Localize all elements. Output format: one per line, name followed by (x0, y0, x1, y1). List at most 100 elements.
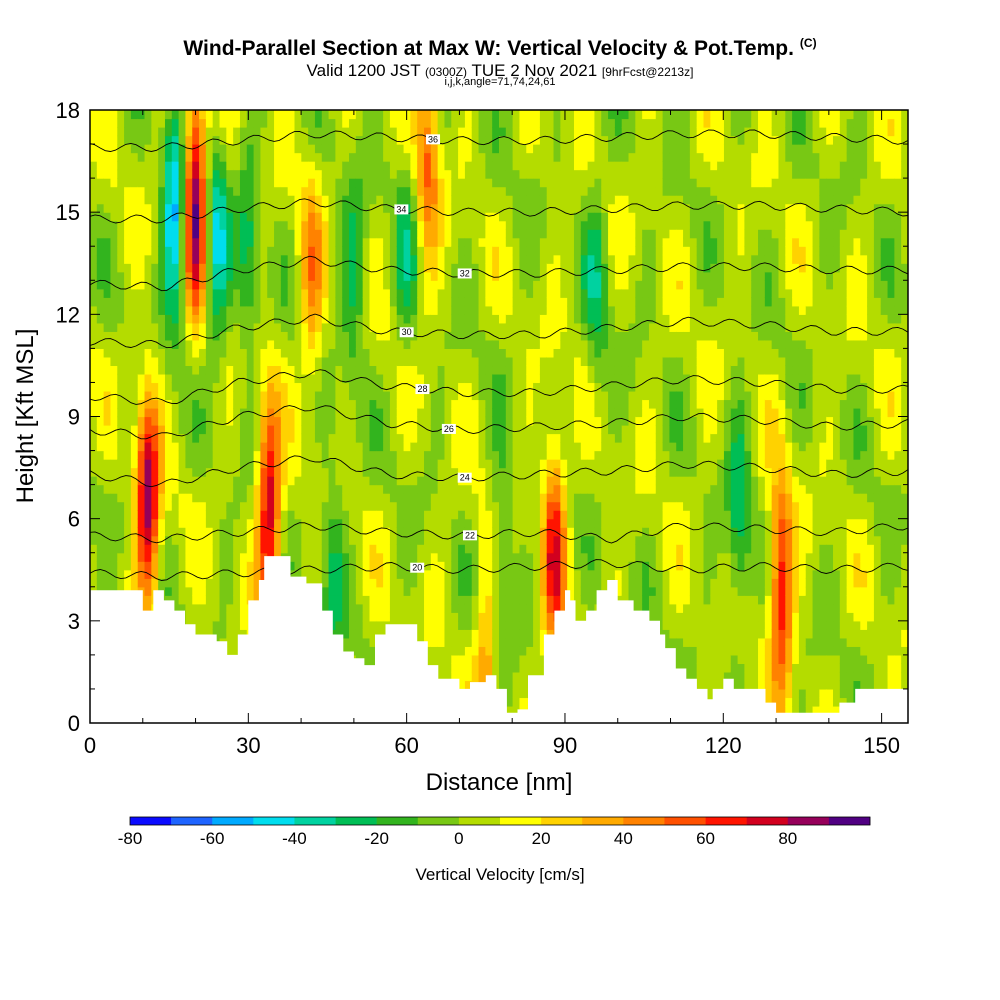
velocity-cell (458, 501, 466, 511)
velocity-cell (130, 220, 139, 230)
velocity-cell (103, 280, 112, 290)
velocity-cell (164, 390, 173, 401)
velocity-cell (335, 297, 343, 307)
velocity-cell (110, 169, 118, 179)
velocity-cell (458, 416, 466, 426)
velocity-cell (539, 390, 548, 401)
velocity-cell (110, 493, 118, 503)
velocity-cell (505, 527, 514, 537)
velocity-cell (342, 493, 350, 503)
velocity-cell (349, 510, 357, 520)
velocity-cell (505, 280, 514, 290)
velocity-cell (233, 229, 241, 239)
velocity-cell (144, 348, 152, 358)
velocity-cell (103, 339, 112, 349)
velocity-cell (103, 246, 112, 256)
velocity-cell (519, 254, 527, 264)
velocity-cell (280, 501, 289, 511)
velocity-cell (239, 578, 248, 588)
velocity-cell (199, 127, 207, 137)
velocity-cell (246, 501, 255, 511)
velocity-cell (96, 552, 105, 562)
velocity-cell (205, 433, 214, 443)
velocity-cell (335, 390, 343, 401)
velocity-cell (369, 467, 377, 477)
velocity-cell (328, 305, 336, 315)
velocity-cell (424, 271, 432, 281)
velocity-cell (362, 467, 371, 477)
velocity-cell (492, 365, 500, 375)
velocity-cell (355, 535, 364, 545)
velocity-cell (233, 348, 241, 358)
velocity-cell (430, 595, 439, 605)
velocity-cell (444, 390, 452, 401)
velocity-cell (260, 195, 268, 205)
velocity-cell (124, 578, 132, 588)
velocity-cell (478, 569, 486, 579)
velocity-cell (485, 186, 493, 196)
velocity-cell (219, 416, 227, 426)
velocity-cell (546, 263, 555, 273)
velocity-cell (205, 254, 214, 264)
velocity-cell (451, 237, 459, 247)
velocity-cell (396, 484, 405, 494)
velocity-cell (151, 425, 159, 435)
velocity-cell (389, 322, 398, 332)
velocity-cell (287, 552, 296, 562)
velocity-cell (110, 297, 118, 307)
velocity-cell (417, 595, 425, 605)
velocity-cell (124, 348, 132, 358)
velocity-cell (396, 237, 405, 247)
velocity-cell (437, 390, 446, 401)
velocity-cell (403, 561, 411, 571)
velocity-cell (464, 314, 473, 324)
velocity-cell (342, 178, 350, 188)
velocity-cell (369, 263, 377, 273)
velocity-cell (437, 348, 446, 358)
velocity-cell (389, 348, 398, 358)
velocity-cell (335, 399, 343, 409)
velocity-cell (342, 399, 350, 409)
velocity-cell (253, 288, 262, 298)
velocity-cell (424, 110, 432, 120)
velocity-cell (451, 288, 459, 298)
velocity-cell (485, 195, 493, 205)
velocity-cell (137, 212, 146, 222)
velocity-cell (205, 399, 214, 409)
velocity-cell (553, 501, 561, 511)
velocity-cell (199, 246, 207, 256)
velocity-cell (151, 246, 159, 256)
velocity-cell (192, 161, 200, 171)
velocity-cell (96, 263, 105, 273)
velocity-cell (471, 271, 480, 281)
velocity-cell (437, 246, 446, 256)
velocity-cell (396, 603, 405, 613)
velocity-cell (471, 416, 480, 426)
velocity-cell (519, 263, 527, 273)
velocity-cell (294, 203, 302, 213)
velocity-cell (103, 578, 112, 588)
velocity-cell (499, 544, 507, 554)
velocity-cell (492, 161, 500, 171)
velocity-cell (130, 373, 139, 384)
velocity-cell (233, 135, 241, 145)
velocity-cell (533, 144, 541, 154)
velocity-cell (478, 416, 486, 426)
velocity-cell (96, 450, 105, 460)
velocity-cell (403, 493, 411, 503)
velocity-cell (124, 195, 132, 205)
velocity-cell (185, 416, 193, 426)
velocity-cell (499, 637, 507, 647)
velocity-cell (553, 484, 561, 494)
velocity-cell (260, 382, 268, 392)
velocity-cell (444, 501, 452, 511)
velocity-cell (396, 535, 405, 545)
velocity-cell (485, 161, 493, 171)
velocity-cell (267, 288, 275, 298)
velocity-cell (396, 595, 405, 605)
velocity-cell (349, 203, 357, 213)
velocity-cell (417, 288, 425, 298)
velocity-cell (287, 322, 296, 332)
velocity-cell (239, 195, 248, 205)
velocity-cell (314, 501, 323, 511)
